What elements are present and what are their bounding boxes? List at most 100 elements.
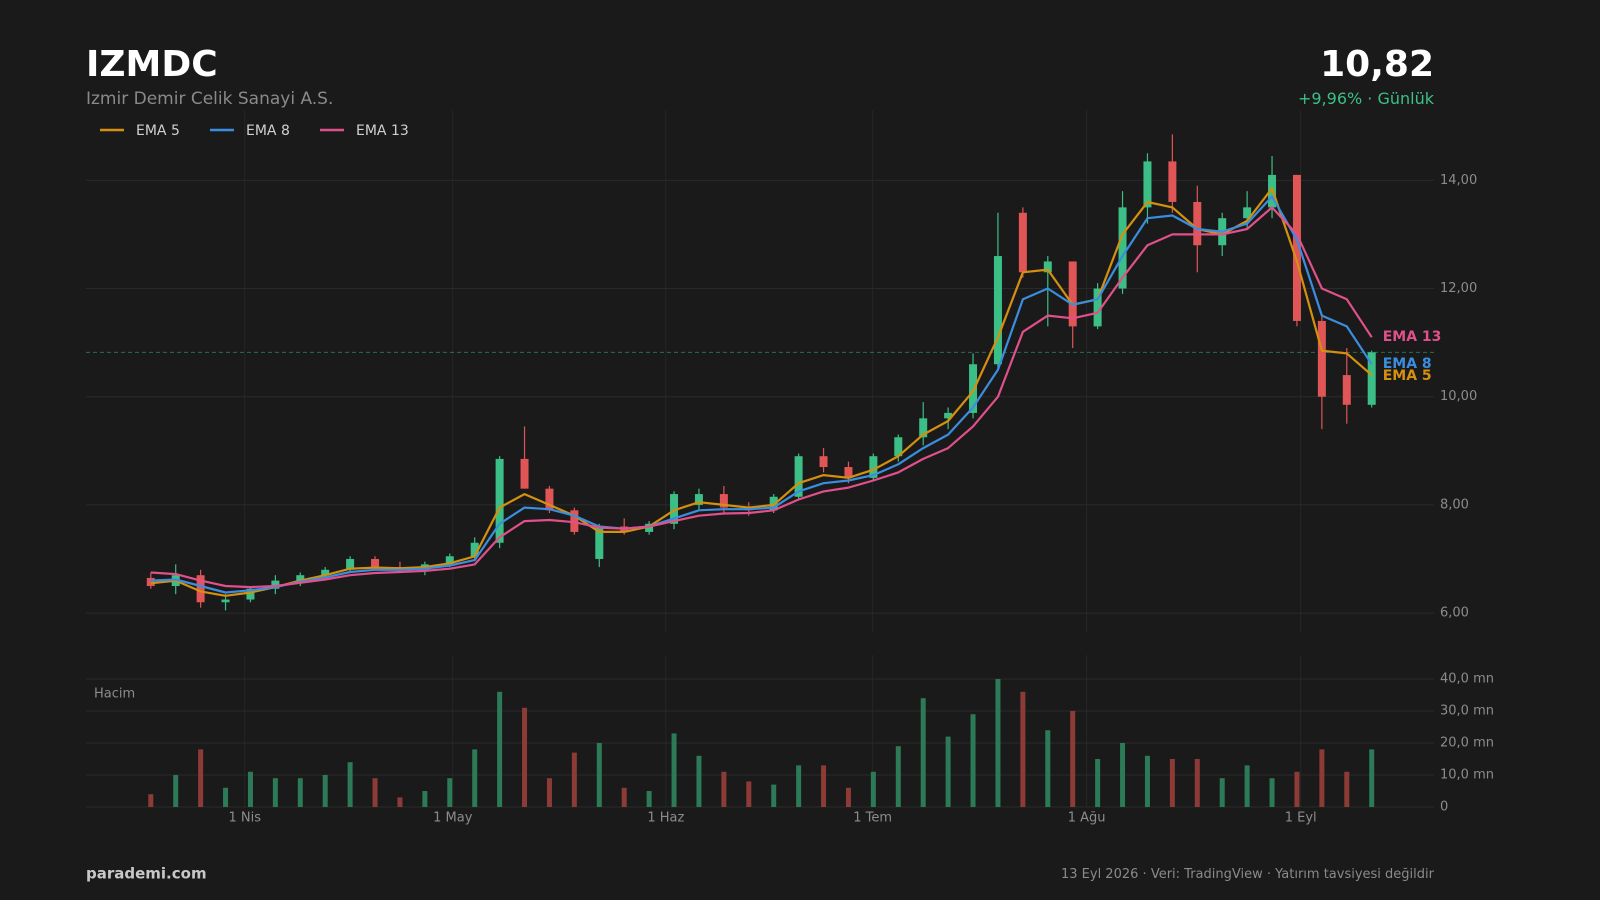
y-tick-label: 0	[1440, 800, 1448, 815]
company-name: Izmir Demir Celik Sanayi A.S.	[86, 89, 333, 109]
ema-end-label: EMA 13	[1383, 329, 1442, 345]
y-tick-label: 12,00	[1440, 281, 1477, 296]
volume-bar	[173, 775, 179, 807]
source: Veri: TradingView	[1151, 867, 1263, 882]
candle-body	[1342, 375, 1351, 405]
volume-bar	[870, 771, 876, 807]
volume-bar	[1095, 759, 1101, 807]
volume-bar	[1269, 778, 1275, 807]
candle-body	[719, 494, 728, 508]
y-tick-label: 6,00	[1440, 606, 1469, 621]
volume-bar	[895, 746, 901, 807]
volume-bar	[671, 733, 677, 807]
volume-bar	[945, 736, 951, 807]
x-tick-label: 1 Eyl	[1285, 811, 1317, 826]
y-tick-label: 10,00	[1440, 389, 1477, 404]
volume-bar	[422, 791, 428, 807]
volume-bar	[546, 778, 552, 807]
candle-body	[645, 523, 654, 532]
y-tick-label: 30,0 mn	[1440, 704, 1494, 719]
volume-bar	[1244, 765, 1250, 807]
ticker: IZMDC	[86, 44, 218, 85]
volume-bar	[920, 698, 926, 807]
candle-body	[321, 569, 330, 576]
date: 13 Eyl 2026	[1061, 867, 1138, 882]
candle-body	[595, 526, 604, 559]
candle-body	[919, 418, 928, 438]
ema-line	[150, 206, 1373, 589]
volume-bar	[1144, 755, 1150, 807]
volume-bar	[771, 784, 777, 807]
candle-body	[993, 256, 1002, 365]
legend-label: EMA 13	[356, 123, 409, 139]
volume-bar	[821, 765, 827, 807]
candle-body	[869, 456, 878, 478]
volume-bar	[796, 765, 802, 807]
candle-body	[1118, 207, 1127, 289]
candle-body	[1367, 352, 1376, 405]
volume-bar	[522, 707, 528, 807]
price: 10,82	[1320, 44, 1434, 85]
volume-bar	[1194, 759, 1200, 807]
candle-body	[296, 575, 305, 581]
candle-body	[520, 458, 529, 489]
volume-bar	[845, 787, 851, 807]
volume-bar	[621, 787, 627, 807]
candle-body	[1043, 261, 1052, 273]
candle-body	[346, 558, 355, 570]
volume-bar	[995, 679, 1001, 807]
footer-info: 13 Eyl 2026 · Veri: TradingView · Yatırı…	[1061, 867, 1435, 882]
volume-bar	[198, 749, 204, 807]
volume-bar	[1070, 711, 1076, 807]
volume-bar	[746, 781, 752, 807]
volume-bar	[347, 762, 353, 807]
candle-body	[1292, 174, 1301, 321]
candle-body	[1193, 201, 1202, 246]
legend-label: EMA 8	[246, 123, 290, 139]
volume-bar	[721, 771, 727, 807]
candle-body	[1143, 161, 1152, 208]
change: +9,96%	[1298, 89, 1362, 108]
y-tick-label: 10,0 mn	[1440, 768, 1494, 783]
volume-bar	[397, 797, 403, 807]
volume-bar	[696, 755, 702, 807]
volume-bar	[148, 794, 154, 807]
candle-body	[371, 558, 380, 568]
candle-body	[844, 467, 853, 478]
candle-body	[694, 494, 703, 505]
separator: ·	[1138, 867, 1150, 882]
y-tick-label: 20,0 mn	[1440, 736, 1494, 751]
volume-bar	[970, 714, 976, 807]
volume-bar	[1169, 759, 1175, 807]
separator: ·	[1362, 89, 1377, 108]
volume-bar	[1045, 730, 1051, 807]
volume-bar	[372, 778, 378, 807]
volume-bar	[472, 749, 478, 807]
volume-bar	[497, 691, 503, 807]
ema-line	[150, 195, 1373, 594]
candle-body	[445, 556, 454, 565]
candle-body	[146, 577, 155, 587]
candle-body	[969, 364, 978, 413]
candle-body	[545, 488, 554, 511]
x-tick-label: 1 Tem	[853, 811, 892, 826]
candle-body	[196, 575, 205, 603]
volume-bar	[247, 771, 253, 807]
candle-body	[495, 458, 504, 543]
volume-bar	[596, 743, 602, 807]
x-tick-label: 1 Haz	[647, 811, 684, 826]
candle-body	[794, 456, 803, 497]
change-line: +9,96% · Günlük	[1298, 89, 1435, 108]
candle-body	[819, 456, 828, 468]
candle-body	[470, 542, 479, 557]
volume-title: Hacim	[94, 687, 135, 702]
candle-body	[271, 580, 280, 589]
volume-bar	[272, 778, 278, 807]
candle-body	[1068, 261, 1077, 327]
candle-body	[246, 588, 255, 600]
legend-label: EMA 5	[136, 123, 180, 139]
period: Günlük	[1377, 89, 1434, 108]
